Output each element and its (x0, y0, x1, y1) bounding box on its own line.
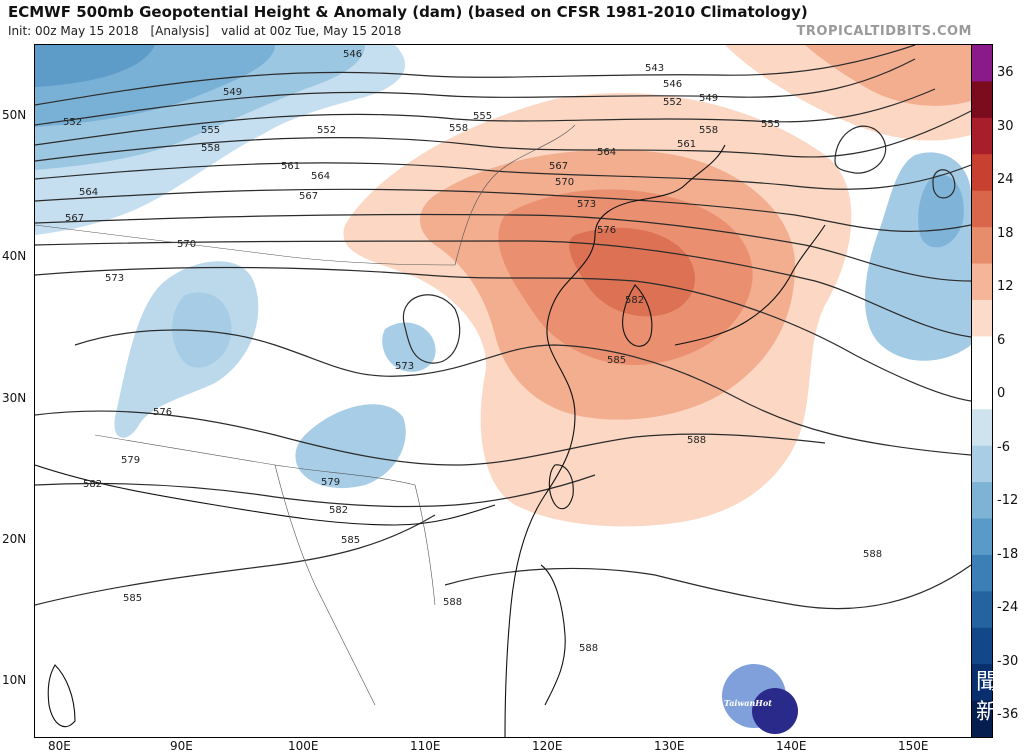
brand-link[interactable]: TROPICALTIDBITS.COM (797, 24, 972, 39)
contour-label: 558 (449, 123, 468, 134)
map-title: ECMWF 500mb Geopotential Height & Anomal… (8, 3, 808, 21)
subtitle: Init: 00z May 15 2018 [Analysis] valid a… (8, 24, 401, 38)
colorbar-label: -18 (997, 547, 1018, 562)
contour-label: 573 (105, 273, 124, 284)
lat-label: 20N (2, 532, 34, 546)
contour-label: 573 (395, 361, 414, 372)
colorbar-segment (972, 591, 992, 628)
corner-watermark-glyph: 聞 新 (972, 668, 1002, 728)
colorbar-segment (972, 555, 992, 592)
colorbar-segment (972, 628, 992, 665)
contour-label: 588 (863, 549, 882, 560)
colorbar-label: 0 (997, 386, 1005, 401)
lat-label: 30N (2, 391, 34, 405)
colorbar-label: -12 (997, 493, 1018, 508)
colorbar-segment (972, 264, 992, 301)
colorbar-label: -24 (997, 600, 1018, 615)
init-time: Init: 00z May 15 2018 (8, 24, 139, 38)
analysis-tag: [Analysis] (151, 24, 210, 38)
map-panel: 546 543 546 549 549 552 552 552 555 555 … (34, 44, 972, 738)
contour-label: 558 (201, 143, 220, 154)
colorbar-segment (972, 336, 992, 373)
contour-label: 582 (329, 505, 348, 516)
colorbar-label: -6 (997, 440, 1010, 455)
lon-label: 90E (170, 739, 193, 753)
colorbar-segment (972, 518, 992, 555)
contour-label: 567 (549, 161, 568, 172)
watermark-text: TaiwanHot (724, 698, 772, 708)
lon-label: 80E (48, 739, 71, 753)
lon-label: 110E (410, 739, 441, 753)
lon-label: 150E (898, 739, 929, 753)
colorbar-label: -30 (997, 654, 1018, 669)
contour-label: 543 (645, 63, 664, 74)
contour-label: 564 (79, 187, 98, 198)
contour-label: 576 (597, 225, 616, 236)
lon-label: 140E (776, 739, 807, 753)
map-svg: 546 543 546 549 549 552 552 552 555 555 … (35, 45, 971, 737)
contour-label: 588 (687, 435, 706, 446)
colorbar-label: 24 (997, 172, 1014, 187)
lat-label: 40N (2, 249, 34, 263)
contour-label: 579 (121, 455, 140, 466)
contour-label: 567 (65, 213, 84, 224)
colorbar-segment (972, 154, 992, 191)
contour-label: 588 (579, 643, 598, 654)
contour-label: 555 (201, 125, 220, 136)
contour-label: 579 (321, 477, 340, 488)
colorbar-label: 36 (997, 65, 1014, 80)
contour-label: 564 (597, 147, 616, 158)
colorbar-segment (972, 191, 992, 228)
colorbar-segment (972, 482, 992, 519)
lon-label: 100E (288, 739, 319, 753)
contour-label: 546 (663, 79, 682, 90)
lon-label: 120E (532, 739, 563, 753)
colorbar-label: 12 (997, 279, 1014, 294)
contour-label: 561 (281, 161, 300, 172)
contour-label: 552 (663, 97, 682, 108)
contour-label: 546 (343, 49, 362, 60)
lat-label: 50N (2, 108, 34, 122)
lat-label: 10N (2, 673, 34, 687)
colorbar-svg (972, 45, 992, 737)
contour-label: 549 (699, 93, 718, 104)
contour-label: 555 (473, 111, 492, 122)
contour-label: 570 (177, 239, 196, 250)
contour-label: 555 (761, 119, 780, 130)
colorbar-segment (972, 81, 992, 118)
contour-label: 561 (677, 139, 696, 150)
valid-time: valid at 00z Tue, May 15 2018 (221, 24, 401, 38)
colorbar-segment (972, 118, 992, 155)
contour-label: 585 (123, 593, 142, 604)
contour-label: 558 (699, 125, 718, 136)
contour-label: 549 (223, 87, 242, 98)
colorbar-label: 6 (997, 333, 1005, 348)
colorbar-segment (972, 409, 992, 446)
colorbar-label: 18 (997, 226, 1014, 241)
contour-label: 582 (83, 479, 102, 490)
contour-label: 570 (555, 177, 574, 188)
contour-label: 582 (625, 295, 644, 306)
colorbar-segment (972, 300, 992, 337)
contour-label: 564 (311, 171, 330, 182)
contour-label: 576 (153, 407, 172, 418)
colorbar-label: 30 (997, 119, 1014, 134)
contour-label: 552 (317, 125, 336, 136)
colorbar-segment (972, 373, 992, 410)
contour-label: 573 (577, 199, 596, 210)
watermark-logo-inner (752, 688, 798, 734)
contour-label: 588 (443, 597, 462, 608)
colorbar-segment (972, 45, 992, 82)
contour-label: 585 (607, 355, 626, 366)
colorbar-segment (972, 227, 992, 264)
contour-label: 552 (63, 117, 82, 128)
anomaly-colorbar (971, 44, 993, 738)
colorbar-segment (972, 446, 992, 483)
contour-label: 567 (299, 191, 318, 202)
lon-label: 130E (654, 739, 685, 753)
contour-label: 585 (341, 535, 360, 546)
